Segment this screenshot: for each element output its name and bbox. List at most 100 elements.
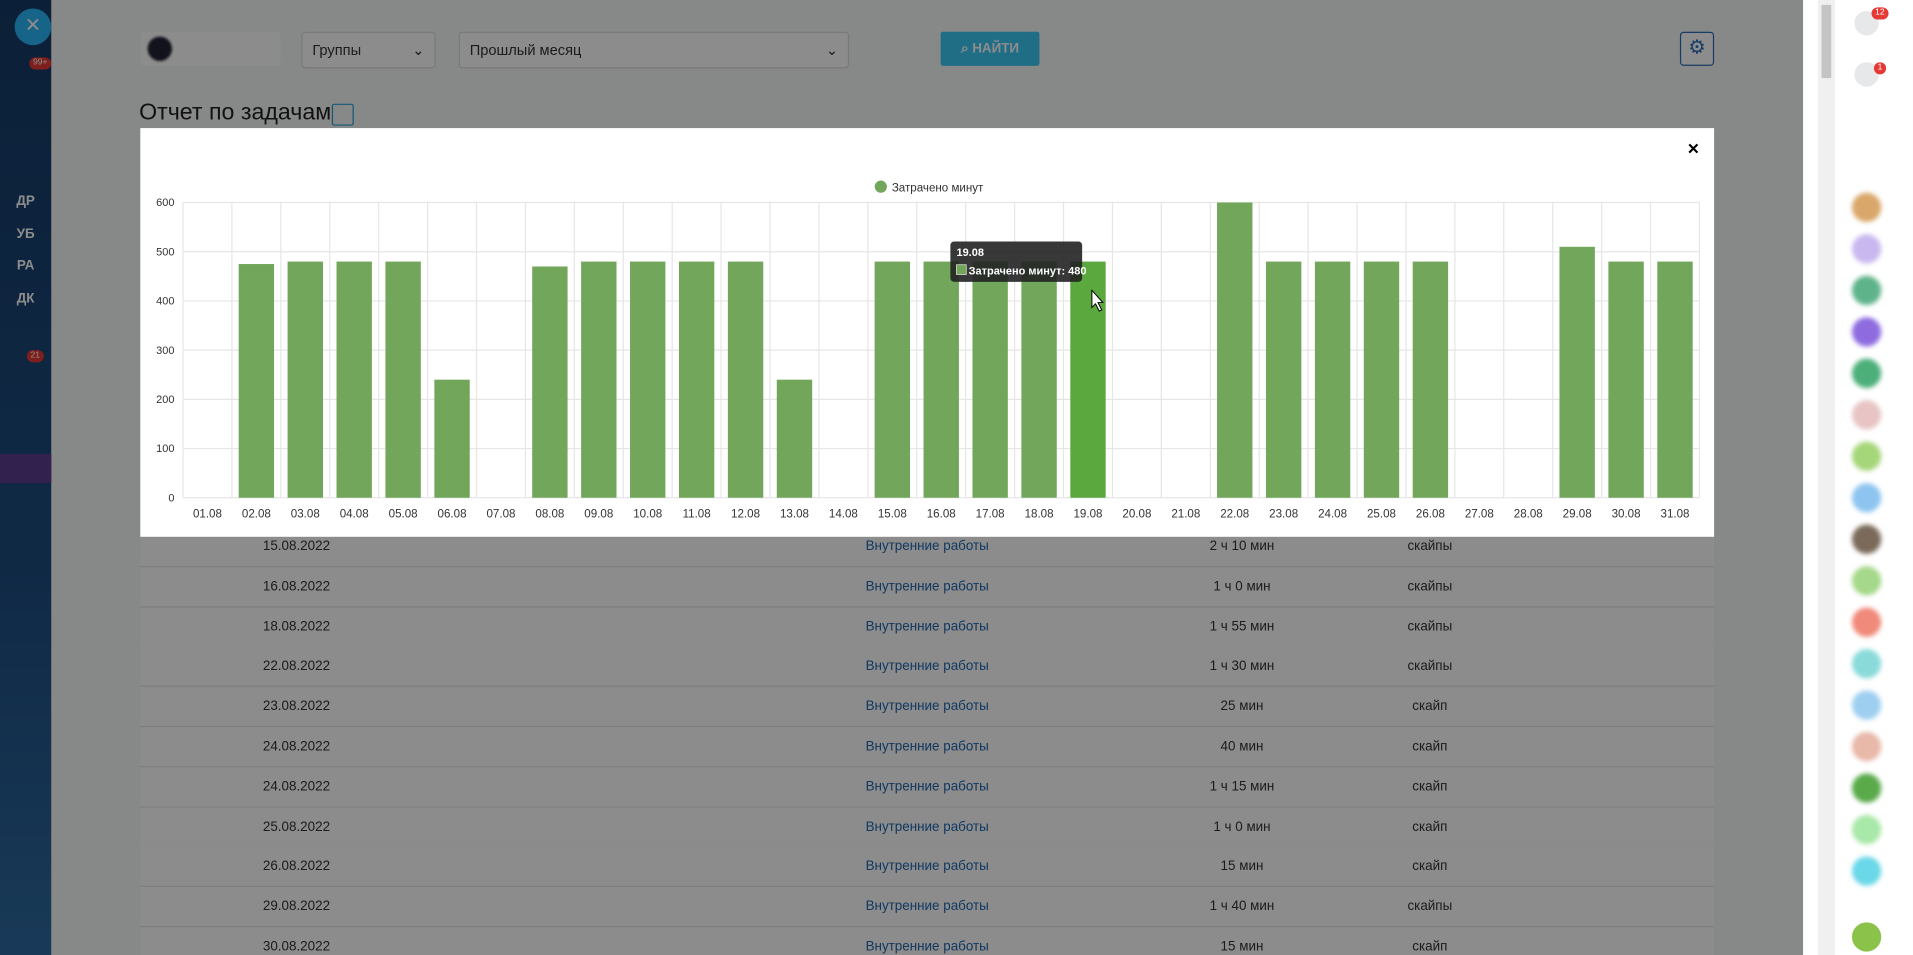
table-cell: 24.08.2022	[262, 779, 331, 794]
x-tick-label: 21.08	[1171, 508, 1200, 520]
contact-avatar	[1851, 192, 1882, 223]
x-tick-label: 22.08	[1220, 508, 1249, 520]
x-tick-label: 01.08	[193, 508, 222, 520]
contact-avatar	[1851, 275, 1882, 305]
search-label: НАЙТИ	[972, 41, 1020, 57]
y-tick-label: 200	[156, 394, 174, 406]
table-cell: скайпы	[1407, 579, 1453, 594]
period-select[interactable]: Прошлый месяц ⌄	[458, 31, 850, 69]
crown-item[interactable]	[0, 453, 52, 484]
table-cell: 22.08.2022	[262, 659, 331, 674]
table-cell[interactable]: Внутренние работы	[865, 939, 989, 955]
table-cell[interactable]: Внутренние работы	[865, 579, 989, 594]
table-cell: 23.08.2022	[262, 699, 331, 714]
call-button	[1851, 922, 1882, 952]
x-tick-label: 29.08	[1563, 508, 1592, 520]
table-cell[interactable]: Внутренние работы	[865, 819, 989, 834]
bar	[727, 261, 764, 498]
table-cell: 29.08.2022	[262, 899, 331, 915]
x-tick-label: 11.08	[683, 508, 711, 520]
table-cell: 16.08.2022	[262, 579, 331, 594]
x-tick-label: 30.08	[1612, 508, 1641, 520]
bar	[923, 261, 959, 498]
table-cell: скайпы	[1407, 539, 1453, 554]
table-cell[interactable]: Внутренние работы	[865, 739, 989, 754]
table-cell: скайп	[1412, 739, 1448, 754]
table-cell[interactable]: Внутренние работы	[865, 699, 989, 714]
bar	[776, 379, 813, 498]
table-row: 22.08.2022 Внутренние работы 1 ч 30 мин ска…	[140, 647, 1715, 688]
contact-avatar	[1851, 690, 1882, 720]
chart-button[interactable]	[331, 103, 354, 126]
x-tick-label: 17.08	[976, 508, 1005, 520]
contact-avatar	[1851, 524, 1882, 554]
table-cell[interactable]: Внутренние работы	[865, 859, 989, 874]
x-tick-label: 26.08	[1416, 508, 1445, 520]
x-tick-label: 28.08	[1514, 508, 1543, 520]
bar	[1265, 261, 1302, 498]
badge: 12	[1871, 7, 1889, 20]
bar	[238, 264, 275, 498]
table-cell[interactable]: Внутренние работы	[865, 779, 989, 794]
table-cell: 25.08.2022	[262, 819, 331, 834]
table-cell[interactable]: Внутренние работы	[865, 659, 989, 674]
bar	[1363, 261, 1400, 498]
contact-avatar	[1851, 441, 1882, 471]
badge: 99+	[29, 57, 52, 70]
x-tick-label: 08.08	[535, 508, 564, 520]
table-cell: скайп	[1412, 819, 1448, 834]
tooltip-title: 19.08	[956, 247, 983, 259]
contact-avatar	[1851, 234, 1882, 264]
table-cell: 15.08.2022	[262, 539, 331, 554]
x-tick-label: 15.08	[878, 508, 907, 520]
bar	[1314, 261, 1351, 498]
table-cell: 1 ч 40 мин	[1209, 899, 1275, 915]
search-button[interactable]: ⌕ НАЙТИ	[940, 31, 1040, 66]
table-cell: 24.08.2022	[262, 739, 331, 754]
group-select[interactable]: Группы ⌄	[301, 31, 436, 69]
table-cell: 15 мин	[1220, 939, 1264, 955]
table-cell[interactable]: Внутренние работы	[865, 899, 989, 915]
x-tick-label: 09.08	[584, 508, 613, 520]
x-tick-label: 20.08	[1122, 508, 1151, 520]
table-cell[interactable]: Внутренние работы	[865, 539, 989, 554]
contact-avatar	[1851, 732, 1882, 762]
right-panel: 12 1	[1803, 0, 1913, 955]
close-sidebar-button[interactable]: ✕	[14, 8, 52, 46]
y-tick-label: 400	[156, 296, 174, 308]
bar	[1559, 246, 1595, 498]
bar	[1412, 261, 1449, 498]
x-tick-label: 03.08	[291, 508, 320, 520]
y-tick-label: 0	[168, 492, 174, 504]
bar	[1657, 261, 1693, 498]
table-cell: 1 ч 55 мин	[1209, 619, 1275, 634]
table-row: 29.08.2022 Внутренние работы 1 ч 40 мин ска…	[140, 887, 1715, 928]
table-cell[interactable]: Внутренние работы	[865, 619, 989, 634]
scrollbar	[1817, 0, 1835, 955]
table-cell: скайп	[1412, 779, 1448, 794]
bar	[385, 261, 421, 498]
table-cell: скайпы	[1407, 899, 1453, 915]
period-label: Прошлый месяц	[469, 41, 582, 59]
y-tick-label: 500	[156, 246, 174, 258]
x-tick-label: 06.08	[438, 508, 467, 520]
x-tick-label: 16.08	[927, 508, 956, 520]
bar	[874, 261, 911, 498]
table-row: 16.08.2022 Внутренние работы 1 ч 0 мин скай…	[140, 567, 1715, 608]
tooltip	[950, 241, 1083, 282]
table-cell: 1 ч 0 мин	[1213, 579, 1271, 594]
settings-button[interactable]: ⚙	[1679, 31, 1715, 66]
tooltip-swatch	[956, 264, 967, 275]
table-cell: 30.08.2022	[262, 939, 331, 955]
x-tick-label: 19.08	[1073, 508, 1102, 520]
table-cell: 25 мин	[1220, 699, 1264, 714]
user-select[interactable]	[140, 31, 281, 66]
bar	[532, 266, 568, 498]
contact-avatar	[1851, 856, 1882, 886]
table-cell: 1 ч 30 мин	[1209, 659, 1275, 674]
table-cell: скайпы	[1407, 659, 1453, 674]
x-tick-label: 13.08	[780, 508, 809, 520]
close-button[interactable]: ×	[1688, 138, 1699, 160]
sidebar-item: ДР	[16, 193, 35, 209]
